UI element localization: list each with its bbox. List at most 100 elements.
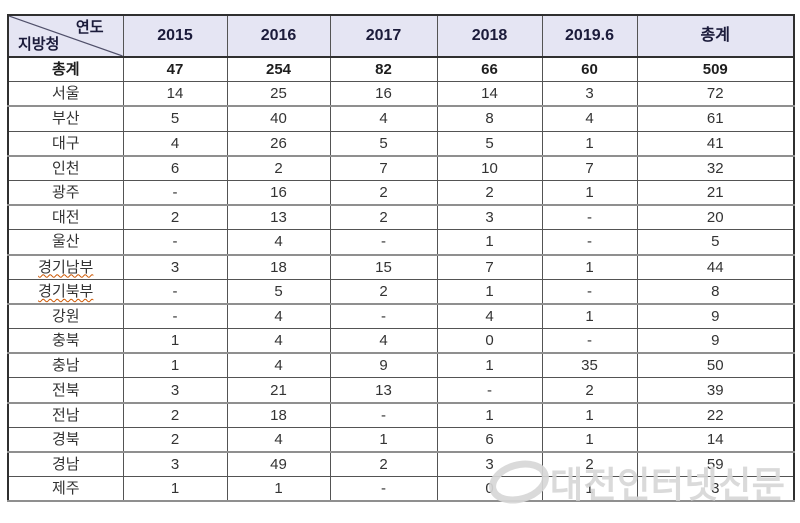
cell-충북-2019.6: - — [541, 328, 638, 355]
cell-충북-2018: 0 — [436, 328, 543, 355]
row-header-전남: 전남 — [7, 402, 124, 428]
yearly-region-statistics-table: 연도 지방청 2015 2016 2017 2018 2019.6 총계 총계 47 254 8… — [7, 14, 795, 503]
cell-울산-2018: 1 — [436, 229, 543, 256]
table-row-경남: 경남 3 49 2 3 2 59 — [7, 451, 795, 478]
cell-서울-2018: 14 — [436, 81, 543, 108]
column-header-2018: 2018 — [436, 14, 543, 58]
cell-경북-2017: 1 — [329, 426, 438, 453]
table-row-광주: 광주 -16 2 2 1 21 — [7, 179, 795, 207]
cell-경기북부-2019.6: - — [541, 278, 638, 305]
table-row-총계: 총계 47 254 82 66 60 509 — [7, 56, 795, 83]
cell-대전-2015: 2 — [122, 204, 228, 231]
table-row-제주: 제주 1 1-0 1 3 — [7, 476, 795, 503]
statistics-table-container: 연도 지방청 2015 2016 2017 2018 2019.6 총계 총계 47 254 8… — [7, 14, 795, 503]
cell-제주-2018: 0 — [436, 476, 543, 503]
cell-경북-2015: 2 — [122, 426, 228, 453]
cell-서울-2017: 16 — [329, 81, 438, 108]
cell-총계-2017: 82 — [329, 56, 438, 83]
corner-header-cell: 연도 지방청 — [7, 14, 124, 58]
cell-전북-2015: 3 — [122, 377, 228, 404]
cell-부산-2016: 40 — [226, 105, 331, 132]
cell-울산-총계: 5 — [636, 229, 795, 256]
cell-대구-총계: 41 — [636, 130, 795, 157]
cell-경남-2019.6: 2 — [541, 451, 638, 478]
cell-충남-2016: 4 — [226, 352, 331, 379]
cell-광주-2017: 2 — [329, 179, 438, 207]
cell-충남-총계: 50 — [636, 352, 795, 379]
table-row-충남: 충남 1 4 9 1 35 50 — [7, 352, 795, 379]
cell-충북-2017: 4 — [329, 328, 438, 355]
table-row-전남: 전남 2 18-1 1 22 — [7, 402, 795, 428]
cell-경기북부-총계: 8 — [636, 278, 795, 305]
table-body: 총계 47 254 82 66 60 509 서울 14 25 16 14 3 72 부산 5 40 4 8 4 61 대… — [7, 56, 795, 503]
cell-대구-2016: 26 — [226, 130, 331, 157]
cell-전남-2015: 2 — [122, 402, 228, 428]
cell-인천-2018: 10 — [436, 155, 543, 181]
cell-경기북부-2017: 2 — [329, 278, 438, 305]
cell-경북-총계: 14 — [636, 426, 795, 453]
table-row-경기북부: 경기북부 -5 2 1-8 — [7, 278, 795, 305]
cell-강원-2018: 4 — [436, 303, 543, 330]
cell-울산-2016: 4 — [226, 229, 331, 256]
cell-서울-2015: 14 — [122, 81, 228, 108]
cell-총계-2016: 254 — [226, 56, 331, 83]
row-header-충남: 충남 — [7, 352, 124, 379]
cell-광주-2015: - — [122, 179, 228, 207]
row-header-경기북부: 경기북부 — [7, 278, 124, 305]
column-header-2019.6: 2019.6 — [541, 14, 638, 58]
table-row-경기남부: 경기남부 3 18 15 7 1 44 — [7, 254, 795, 280]
row-header-전북: 전북 — [7, 377, 124, 404]
cell-충남-2018: 1 — [436, 352, 543, 379]
cell-인천-2015: 6 — [122, 155, 228, 181]
cell-충남-2019.6: 35 — [541, 352, 638, 379]
cell-제주-2016: 1 — [226, 476, 331, 503]
row-header-충북: 충북 — [7, 328, 124, 355]
cell-총계-총계: 509 — [636, 56, 795, 83]
column-header-2017: 2017 — [329, 14, 438, 58]
cell-충남-2015: 1 — [122, 352, 228, 379]
cell-대구-2019.6: 1 — [541, 130, 638, 157]
cell-광주-2018: 2 — [436, 179, 543, 207]
table-row-전북: 전북 3 21 13-2 39 — [7, 377, 795, 404]
cell-경기남부-총계: 44 — [636, 254, 795, 280]
cell-대구-2015: 4 — [122, 130, 228, 157]
cell-서울-2019.6: 3 — [541, 81, 638, 108]
row-header-제주: 제주 — [7, 476, 124, 503]
column-header-2015: 2015 — [122, 14, 228, 58]
cell-강원-2015: - — [122, 303, 228, 330]
cell-전북-2019.6: 2 — [541, 377, 638, 404]
header-row: 연도 지방청 2015 2016 2017 2018 2019.6 총계 — [7, 14, 795, 58]
corner-year-label: 연도 — [75, 19, 104, 36]
cell-경북-2018: 6 — [436, 426, 543, 453]
row-header-부산: 부산 — [7, 105, 124, 132]
cell-제주-2019.6: 1 — [541, 476, 638, 503]
cell-대전-총계: 20 — [636, 204, 795, 231]
cell-인천-2017: 7 — [329, 155, 438, 181]
table-row-대구: 대구 4 26 5 5 1 41 — [7, 130, 795, 157]
cell-전북-2017: 13 — [329, 377, 438, 404]
table-row-경북: 경북 2 4 1 6 1 14 — [7, 426, 795, 453]
cell-광주-2019.6: 1 — [541, 179, 638, 207]
cell-경남-총계: 59 — [636, 451, 795, 478]
cell-총계-2015: 47 — [122, 56, 228, 83]
cell-전남-2018: 1 — [436, 402, 543, 428]
cell-울산-2017: - — [329, 229, 438, 256]
cell-경북-2016: 4 — [226, 426, 331, 453]
row-header-경북: 경북 — [7, 426, 124, 453]
cell-전남-2019.6: 1 — [541, 402, 638, 428]
row-header-인천: 인천 — [7, 155, 124, 181]
table-row-충북: 충북 1 4 4 0-9 — [7, 328, 795, 355]
cell-전북-2016: 21 — [226, 377, 331, 404]
cell-강원-2016: 4 — [226, 303, 331, 330]
cell-부산-2019.6: 4 — [541, 105, 638, 132]
cell-경기남부-2019.6: 1 — [541, 254, 638, 280]
cell-충북-2015: 1 — [122, 328, 228, 355]
cell-대구-2018: 5 — [436, 130, 543, 157]
column-header-2016: 2016 — [226, 14, 331, 58]
cell-경남-2015: 3 — [122, 451, 228, 478]
cell-제주-총계: 3 — [636, 476, 795, 503]
cell-경기남부-2017: 15 — [329, 254, 438, 280]
cell-경기북부-2018: 1 — [436, 278, 543, 305]
cell-부산-2017: 4 — [329, 105, 438, 132]
cell-경기남부-2016: 18 — [226, 254, 331, 280]
